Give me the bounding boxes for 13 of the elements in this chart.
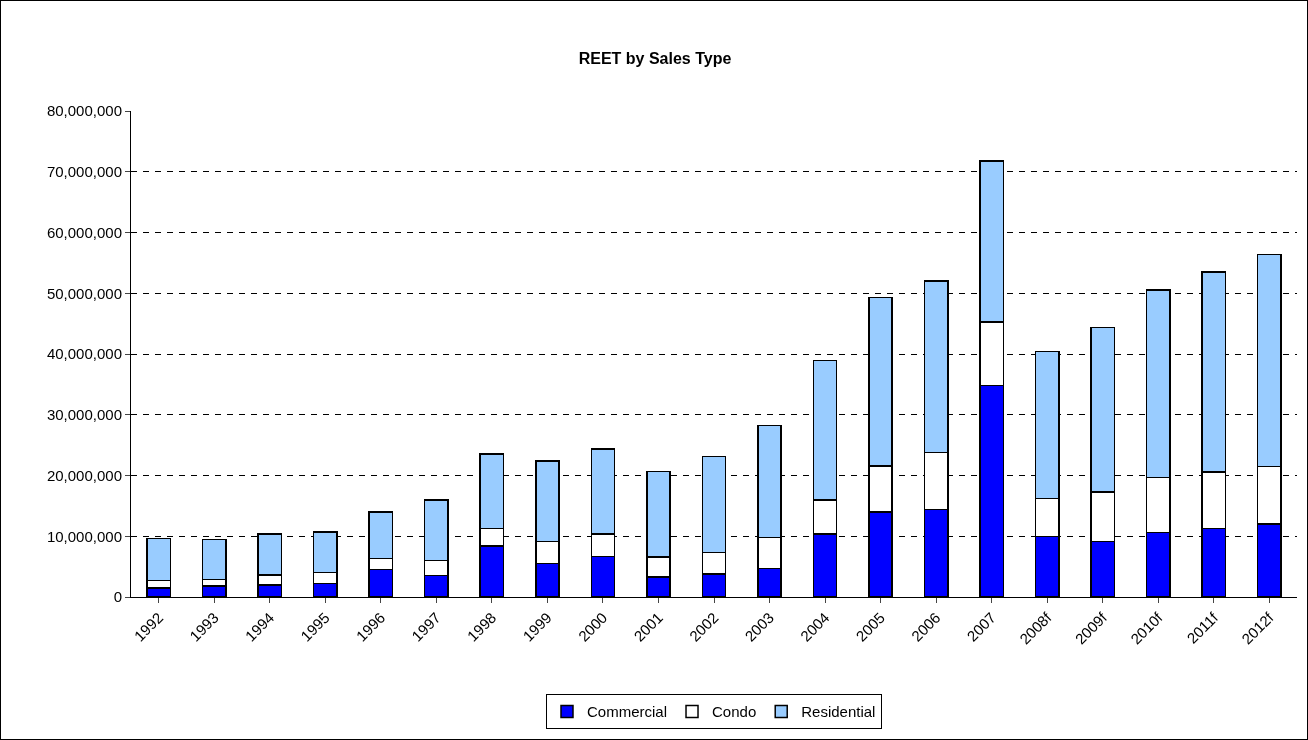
y-tick-label: 10,000,000 bbox=[46, 527, 122, 545]
legend-label: Residential bbox=[801, 703, 876, 721]
y-tick-label: 50,000,000 bbox=[46, 284, 122, 302]
y-tick-label: 80,000,000 bbox=[46, 102, 122, 120]
y-tick-label: 0 bbox=[113, 588, 122, 606]
y-tick-label: 40,000,000 bbox=[46, 345, 122, 363]
y-tick-label: 20,000,000 bbox=[46, 466, 122, 484]
legend-label: Condo bbox=[712, 703, 757, 721]
y-tick-label: 60,000,000 bbox=[46, 223, 122, 241]
y-tick-label: 30,000,000 bbox=[46, 406, 122, 423]
legend-label: Commercial bbox=[587, 703, 668, 721]
y-tick-label: 70,000,000 bbox=[46, 163, 122, 180]
chart-title: REET by Sales Type bbox=[578, 50, 732, 67]
